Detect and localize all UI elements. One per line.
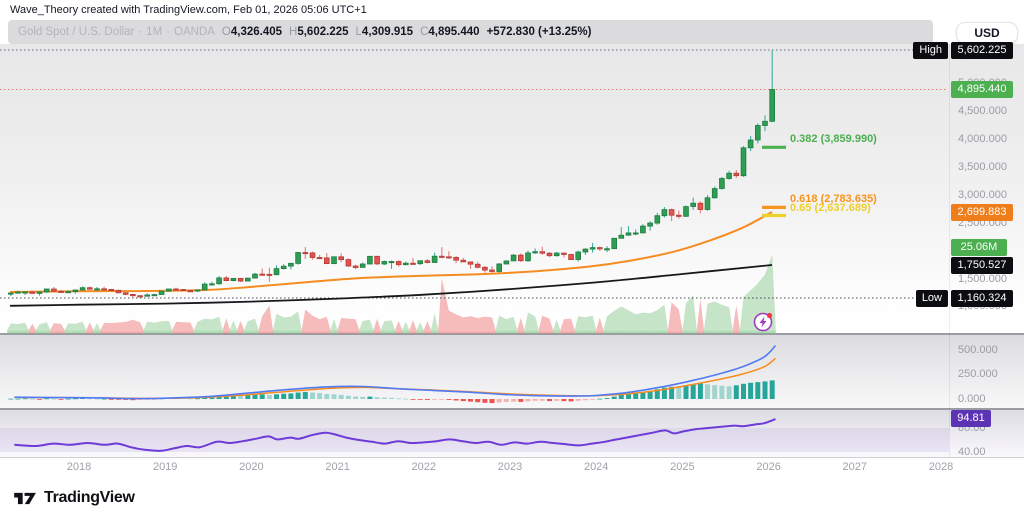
symbol-header[interactable]: Gold Spot / U.S. Dollar · 1M · OANDA O 4… bbox=[8, 20, 933, 44]
time-axis-year: 2020 bbox=[239, 461, 264, 473]
time-axis-year: 2022 bbox=[411, 461, 437, 473]
time-axis-year: 2023 bbox=[497, 461, 523, 473]
attribution-text: Wave_Theory created with TradingView.com… bbox=[10, 4, 367, 16]
tradingview-logo-icon bbox=[14, 492, 36, 504]
axis-separator bbox=[0, 457, 1024, 458]
axis-tick: 1,500.000 bbox=[958, 272, 1007, 285]
close-value: 4,895.440 bbox=[428, 26, 480, 38]
axis-tick: 500.000 bbox=[958, 343, 998, 356]
time-axis-year: 2021 bbox=[325, 461, 350, 473]
axis-tick: 3,500.000 bbox=[958, 160, 1007, 173]
tradingview-logo[interactable]: TradingView bbox=[14, 489, 135, 507]
time-axis-year: 2026 bbox=[756, 461, 781, 473]
main-price-pane[interactable] bbox=[0, 44, 1024, 333]
open-prefix: O bbox=[221, 26, 231, 38]
high-price-badge: 5,602.225 bbox=[951, 42, 1013, 59]
low-value: 4,309.915 bbox=[361, 26, 414, 38]
ma-long-price-badge: 1,750.527 bbox=[951, 257, 1013, 274]
tradingview-logo-text: TradingView bbox=[44, 489, 135, 506]
price-axis-separator bbox=[949, 44, 950, 457]
fib-level-label[interactable]: 0.618 (2,783.635) bbox=[790, 193, 877, 206]
volume-badge: 25.06M bbox=[951, 239, 1007, 256]
axis-tick: 0.000 bbox=[958, 392, 986, 405]
exchange-label: OANDA bbox=[174, 26, 215, 38]
high-value: 5,602.225 bbox=[297, 26, 349, 38]
change-value: +572.830 (+13.25%) bbox=[486, 26, 592, 38]
time-axis[interactable]: 2018 2019 2020 2021 2022 2023 2024 2025 2026 2027… bbox=[0, 458, 1024, 478]
separator-dot: · bbox=[138, 26, 143, 38]
high-prefix: H bbox=[289, 26, 298, 38]
axis-tick: 4,000.000 bbox=[958, 132, 1007, 145]
rsi-pane[interactable] bbox=[0, 410, 1024, 457]
open-value: 4,326.405 bbox=[230, 26, 283, 38]
low-price-badge: 1,160.324 bbox=[951, 290, 1013, 307]
time-axis-year: 2018 bbox=[66, 461, 92, 473]
ma-mid-price-badge: 2,699.883 bbox=[951, 204, 1013, 221]
footer: TradingView bbox=[0, 478, 1024, 524]
axis-tick: 40.00 bbox=[958, 445, 986, 458]
axis-tick: 250.000 bbox=[958, 368, 998, 380]
time-axis-year: 2028 bbox=[928, 461, 954, 473]
pane-separator[interactable] bbox=[0, 333, 1024, 335]
macd-pane[interactable] bbox=[0, 335, 1024, 408]
low-word-badge: Low bbox=[915, 290, 948, 307]
interval-label: 1M bbox=[146, 26, 163, 38]
high-word-badge: High bbox=[913, 42, 948, 59]
last-price-badge: 4,895.440 bbox=[951, 81, 1013, 98]
rsi-value-badge: 94.81 bbox=[951, 410, 991, 427]
time-axis-year: 2025 bbox=[670, 461, 695, 473]
fib-level-label[interactable]: 0.65 (2,637.689) bbox=[790, 201, 871, 214]
time-axis-year: 2027 bbox=[842, 461, 868, 473]
axis-tick: 3,000.000 bbox=[958, 188, 1007, 201]
close-prefix: C bbox=[420, 26, 429, 38]
currency-toggle-button[interactable]: USD bbox=[956, 22, 1018, 44]
fib-level-label[interactable]: 0.382 (3,859.990) bbox=[790, 133, 877, 146]
low-prefix: L bbox=[355, 26, 362, 38]
time-axis-year: 2024 bbox=[583, 461, 609, 473]
time-axis-year: 2019 bbox=[152, 461, 178, 473]
pane-separator[interactable] bbox=[0, 408, 1024, 410]
separator-dot: · bbox=[166, 26, 170, 38]
axis-tick: 4,500.000 bbox=[958, 105, 1007, 118]
symbol-title: Gold Spot / U.S. Dollar bbox=[18, 26, 135, 38]
